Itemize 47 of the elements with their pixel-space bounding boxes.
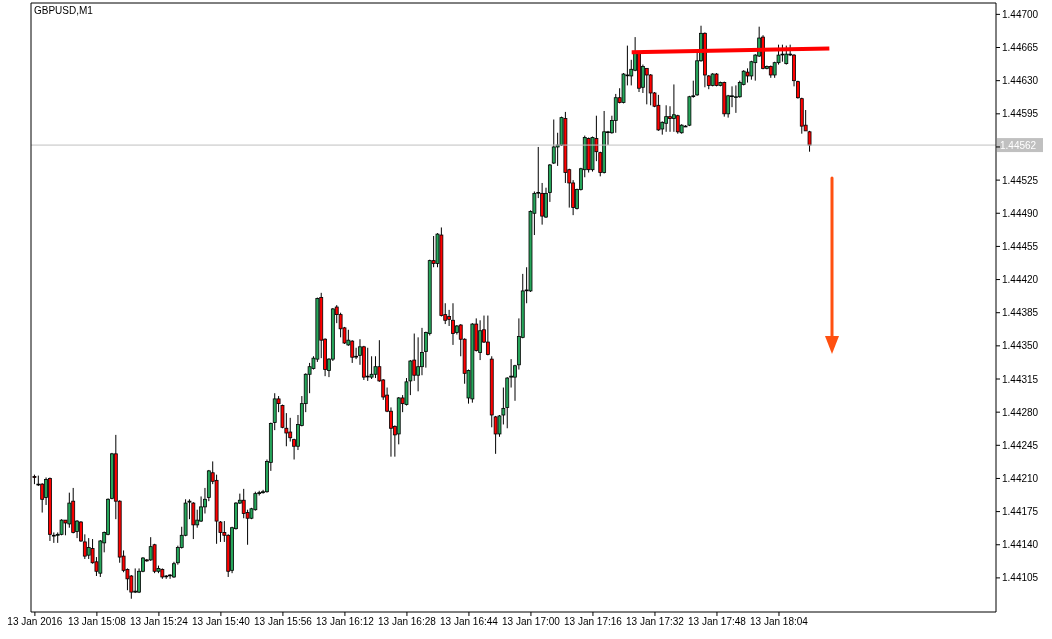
y-tick-label: 1.44385 xyxy=(1002,307,1039,319)
candlestick xyxy=(133,567,138,594)
x-tick-label: 13 Jan 15:56 xyxy=(253,616,313,628)
y-tick-label: 1.44175 xyxy=(1002,506,1039,518)
x-tick-label: 13 Jan 2016 xyxy=(7,616,63,628)
candlestick xyxy=(485,315,490,356)
x-tick-label: 13 Jan 17:00 xyxy=(502,616,561,628)
candlestick xyxy=(350,339,355,364)
x-tick-label: 13 Jan 17:32 xyxy=(626,616,685,628)
chart-title: GBPUSD,M1 xyxy=(34,5,93,16)
x-tick-label: 13 Jan 16:28 xyxy=(378,616,437,628)
y-tick-label: 1.44210 xyxy=(1002,473,1039,485)
y-tick-label: 1.44595 xyxy=(1002,108,1039,120)
y-tick-label: 1.44455 xyxy=(1002,240,1039,252)
candlestick xyxy=(40,482,45,514)
y-tick-label: 1.44630 xyxy=(1002,75,1039,87)
y-tick-label: 1.44315 xyxy=(1002,373,1039,385)
candlestick xyxy=(373,355,378,379)
candlestick xyxy=(86,537,91,560)
y-tick-label: 1.44700 xyxy=(1002,8,1039,20)
candlestick xyxy=(734,84,738,114)
candlestick xyxy=(672,83,676,133)
candlestick xyxy=(551,119,556,165)
y-tick-label: 1.44665 xyxy=(1002,42,1039,54)
y-tick-label: 1.44140 xyxy=(1002,539,1039,551)
x-tick-label: 13 Jan 15:40 xyxy=(191,616,251,628)
candlestick xyxy=(664,104,669,133)
candlestick xyxy=(451,302,455,346)
x-tick-label: 13 Jan 17:48 xyxy=(688,616,747,628)
ref-line-label: 1.44562 xyxy=(1000,140,1037,152)
y-tick-label: 1.44490 xyxy=(1002,207,1039,219)
x-tick-label: 13 Jan 18:04 xyxy=(750,616,809,628)
x-tick-label: 13 Jan 15:08 xyxy=(67,616,127,628)
candlestick xyxy=(668,105,672,133)
candlestick xyxy=(288,417,293,443)
x-tick-label: 13 Jan 15:24 xyxy=(129,616,189,628)
y-tick-label: 1.44420 xyxy=(1002,274,1039,286)
y-tick-label: 1.44105 xyxy=(1002,572,1039,584)
x-tick-label: 13 Jan 17:16 xyxy=(564,616,623,628)
x-tick-label: 13 Jan 16:12 xyxy=(316,616,375,628)
y-tick-label: 1.44350 xyxy=(1002,340,1039,352)
y-tick-label: 1.44245 xyxy=(1002,439,1039,451)
candlestick xyxy=(478,319,483,361)
y-tick-label: 1.44525 xyxy=(1002,174,1039,186)
candlestick xyxy=(644,67,649,105)
y-tick-label: 1.44280 xyxy=(1002,406,1039,418)
x-tick-label: 13 Jan 16:44 xyxy=(440,616,499,628)
